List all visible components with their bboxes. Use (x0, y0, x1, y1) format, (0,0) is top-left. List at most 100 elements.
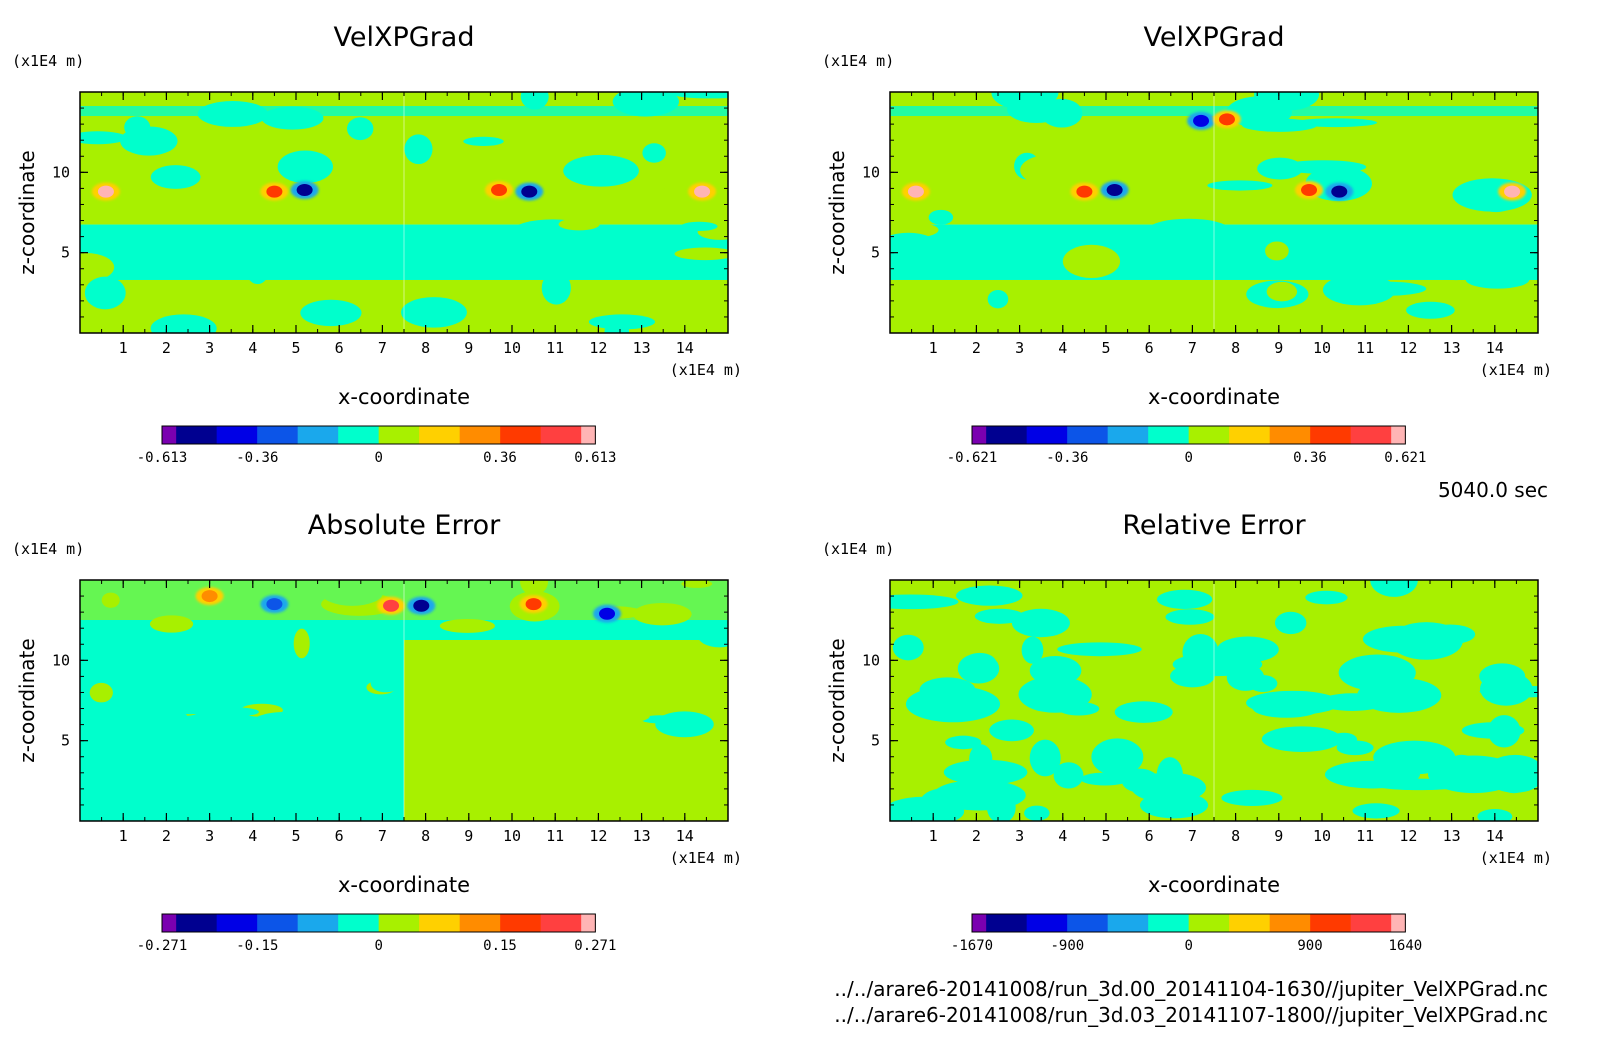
x-axis-label: x-coordinate (338, 873, 470, 897)
x-tick-label: 8 (1231, 827, 1240, 845)
x-tick-label: 7 (1188, 827, 1197, 845)
colorbar-label: 0 (374, 450, 382, 466)
x-tick-label: 14 (1486, 827, 1504, 845)
y-tick-label: 5 (871, 732, 880, 750)
colorbar-swatch (162, 426, 177, 444)
chart-title: VelXPGrad (334, 22, 475, 53)
colorbar-swatch (1067, 426, 1109, 444)
x-tick-label: 11 (1356, 827, 1374, 845)
x-tick-label: 9 (464, 339, 473, 357)
x-tick-label: 3 (205, 827, 214, 845)
x-tick-label: 8 (421, 827, 430, 845)
x-tick-label: 1 (929, 339, 938, 357)
field-feature-core (907, 185, 924, 198)
colorbar-swatch (581, 914, 596, 932)
x-tick-label: 5 (1101, 827, 1110, 845)
colorbar-swatch (986, 914, 1028, 932)
y-tick-label: 10 (52, 651, 70, 669)
colorbar-swatch (1188, 426, 1230, 444)
field-feature-core (491, 184, 508, 197)
x-tick-label: 1 (929, 827, 938, 845)
x-tick-label: 5 (291, 827, 300, 845)
colorbar-swatch (581, 426, 596, 444)
colorbar-label: 0.36 (483, 450, 517, 466)
colorbar: -1670 -900 0 900 1640 (951, 913, 1422, 954)
field-area (80, 92, 728, 333)
colorbar-swatch (162, 914, 177, 932)
x-axis-label: x-coordinate (1148, 385, 1280, 409)
colorbar-swatch (216, 914, 258, 932)
y-axis-label: z-coordinate (825, 150, 849, 274)
field-feature-core (383, 599, 400, 612)
x-tick-label: 1 (119, 339, 128, 357)
y-tick-label: 5 (61, 244, 70, 262)
colorbar-label: 0 (1184, 450, 1192, 466)
x-axis-label: x-coordinate (1148, 873, 1280, 897)
y-axis-label: z-coordinate (15, 638, 39, 762)
colorbar-swatch (1310, 914, 1352, 932)
field-feature-core (1504, 185, 1521, 198)
colorbar-swatch (176, 426, 218, 444)
x-unit-label: (x1E4 m) (670, 361, 742, 379)
file-path-2: ../../arare6-20141008/run_3d.03_20141107… (834, 1003, 1548, 1027)
x-tick-label: 1 (119, 827, 128, 845)
x-tick-label: 7 (1188, 339, 1197, 357)
colorbar-swatch (1107, 426, 1149, 444)
field-feature-core (201, 590, 218, 603)
x-tick-label: 4 (1058, 827, 1067, 845)
colorbar-swatch (1310, 426, 1352, 444)
colorbar-swatch (378, 426, 420, 444)
y-tick-label: 5 (61, 732, 70, 750)
field-feature-core (1301, 184, 1318, 197)
x-tick-label: 12 (1399, 339, 1417, 357)
colorbar-swatch (1148, 914, 1190, 932)
colorbar-swatch (1391, 426, 1406, 444)
x-tick-label: 6 (1145, 827, 1154, 845)
x-tick-label: 2 (162, 827, 171, 845)
x-tick-label: 3 (1015, 339, 1024, 357)
colorbar-swatch (540, 426, 582, 444)
colorbar-swatch (257, 426, 299, 444)
x-tick-label: 3 (1015, 827, 1024, 845)
x-tick-label: 11 (546, 827, 564, 845)
x-tick-label: 5 (1101, 339, 1110, 357)
colorbar-swatch (216, 426, 258, 444)
field-feature-core (1193, 114, 1210, 127)
x-tick-label: 14 (676, 827, 694, 845)
y-unit-label: (x1E4 m) (12, 52, 84, 70)
colorbar-swatch (1229, 914, 1271, 932)
x-tick-label: 2 (972, 827, 981, 845)
colorbar-label: 0 (1184, 938, 1192, 954)
colorbar-swatch (1188, 914, 1230, 932)
colorbar: -0.621 -0.36 0 0.36 0.621 (947, 425, 1426, 466)
field-feature-core (266, 185, 283, 198)
x-tick-label: 7 (378, 827, 387, 845)
x-tick-label: 13 (633, 827, 651, 845)
x-tick-label: 9 (1274, 339, 1283, 357)
y-axis-label: z-coordinate (825, 638, 849, 762)
x-tick-label: 13 (1443, 339, 1461, 357)
colorbar-swatch (1229, 426, 1271, 444)
x-tick-label: 13 (633, 339, 651, 357)
field-feature-core (413, 599, 430, 612)
colorbar-swatch (1350, 426, 1392, 444)
colorbar-label: 900 (1297, 938, 1322, 954)
colorbar-swatch (1350, 914, 1392, 932)
colorbar-label: 0.15 (483, 938, 517, 954)
x-tick-label: 3 (205, 339, 214, 357)
y-axis-label: z-coordinate (15, 150, 39, 274)
y-tick-label: 10 (52, 163, 70, 181)
colorbar-swatch (500, 914, 542, 932)
colorbar-swatch (459, 914, 501, 932)
field-feature-core (525, 598, 542, 611)
colorbar-swatch (419, 426, 461, 444)
colorbar-label: 0.621 (1384, 450, 1426, 466)
colorbar-swatch (1269, 426, 1311, 444)
x-tick-label: 10 (503, 827, 521, 845)
colorbar-swatch (1148, 426, 1190, 444)
colorbar-label: -0.36 (236, 450, 278, 466)
x-tick-label: 2 (972, 339, 981, 357)
x-tick-label: 10 (1313, 339, 1331, 357)
field-feature-core (599, 607, 616, 620)
colorbar-swatch (500, 426, 542, 444)
